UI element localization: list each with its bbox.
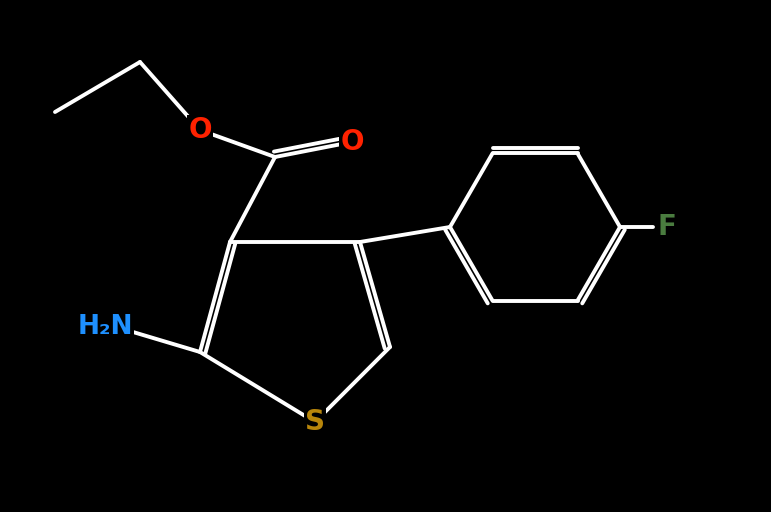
Text: H₂N: H₂N bbox=[77, 314, 133, 340]
Text: S: S bbox=[305, 408, 325, 436]
Text: O: O bbox=[188, 116, 212, 144]
Text: F: F bbox=[658, 213, 676, 241]
Text: O: O bbox=[340, 128, 364, 156]
